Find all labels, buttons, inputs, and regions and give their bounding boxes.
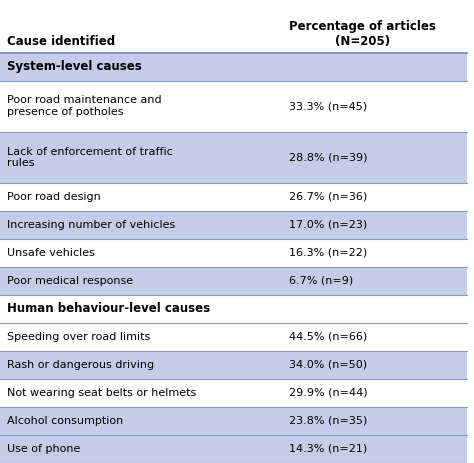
Bar bbox=[0, 435, 467, 463]
Text: 23.8% (n=35): 23.8% (n=35) bbox=[289, 416, 368, 426]
Bar bbox=[0, 183, 467, 211]
Text: Speeding over road limits: Speeding over road limits bbox=[7, 332, 150, 342]
Text: Lack of enforcement of traffic
rules: Lack of enforcement of traffic rules bbox=[7, 147, 173, 168]
Bar bbox=[0, 407, 467, 435]
Bar bbox=[0, 267, 467, 295]
Bar bbox=[0, 81, 467, 132]
Bar bbox=[0, 132, 467, 183]
Text: 34.0% (n=50): 34.0% (n=50) bbox=[289, 360, 367, 370]
Text: Alcohol consumption: Alcohol consumption bbox=[7, 416, 123, 426]
Bar bbox=[0, 295, 467, 323]
Text: 14.3% (n=21): 14.3% (n=21) bbox=[289, 444, 368, 454]
Text: 33.3% (n=45): 33.3% (n=45) bbox=[289, 101, 367, 111]
Text: 16.3% (n=22): 16.3% (n=22) bbox=[289, 248, 368, 258]
Text: Increasing number of vehicles: Increasing number of vehicles bbox=[7, 220, 175, 230]
Bar bbox=[0, 351, 467, 379]
Text: Poor road maintenance and
presence of potholes: Poor road maintenance and presence of po… bbox=[7, 95, 162, 117]
Text: Poor road design: Poor road design bbox=[7, 192, 101, 202]
Bar bbox=[0, 0, 467, 53]
Text: 28.8% (n=39): 28.8% (n=39) bbox=[289, 152, 368, 163]
Text: Rash or dangerous driving: Rash or dangerous driving bbox=[7, 360, 154, 370]
Text: System-level causes: System-level causes bbox=[7, 60, 142, 73]
Text: 44.5% (n=66): 44.5% (n=66) bbox=[289, 332, 368, 342]
Text: Use of phone: Use of phone bbox=[7, 444, 81, 454]
Text: Not wearing seat belts or helmets: Not wearing seat belts or helmets bbox=[7, 388, 196, 398]
Text: Unsafe vehicles: Unsafe vehicles bbox=[7, 248, 95, 258]
Text: Poor medical response: Poor medical response bbox=[7, 276, 133, 286]
Bar bbox=[0, 323, 467, 351]
Bar bbox=[0, 211, 467, 239]
Bar bbox=[0, 53, 467, 81]
Text: 17.0% (n=23): 17.0% (n=23) bbox=[289, 220, 368, 230]
Text: Human behaviour-level causes: Human behaviour-level causes bbox=[7, 302, 210, 315]
Text: 26.7% (n=36): 26.7% (n=36) bbox=[289, 192, 368, 202]
Text: Cause identified: Cause identified bbox=[7, 35, 115, 48]
Bar bbox=[0, 239, 467, 267]
Text: 29.9% (n=44): 29.9% (n=44) bbox=[289, 388, 368, 398]
Text: 6.7% (n=9): 6.7% (n=9) bbox=[289, 276, 354, 286]
Text: Percentage of articles
(N=205): Percentage of articles (N=205) bbox=[289, 20, 436, 48]
Bar bbox=[0, 379, 467, 407]
